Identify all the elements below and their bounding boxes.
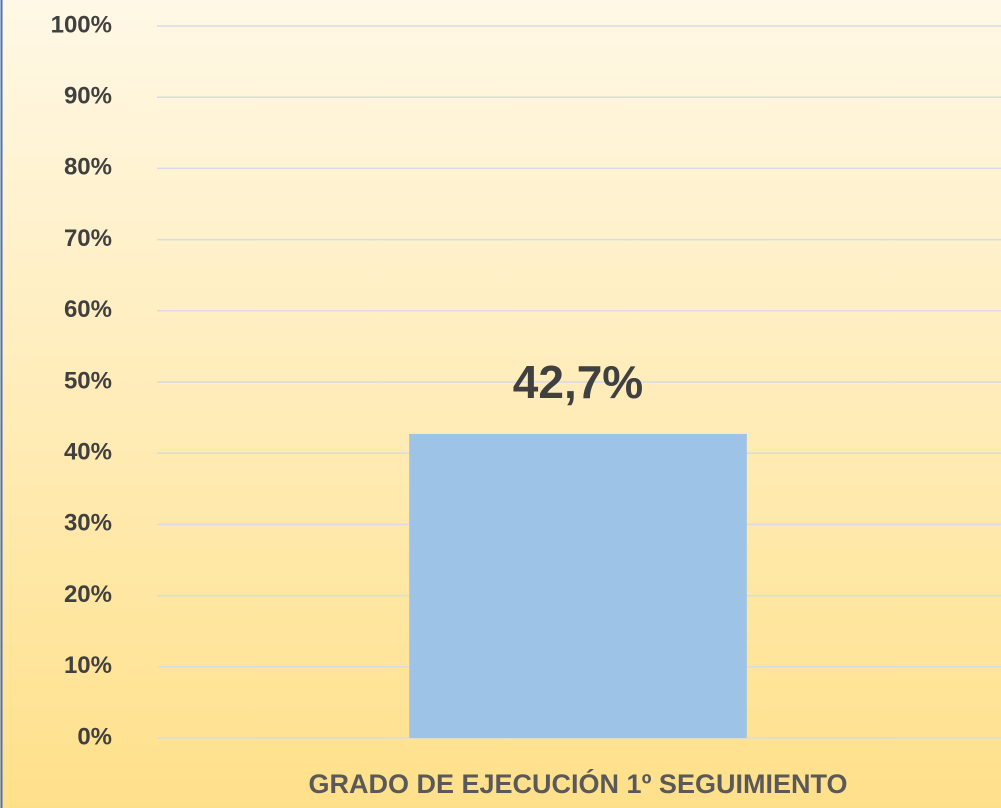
y-tick-label: 30%	[64, 510, 112, 537]
bar	[409, 433, 747, 738]
x-tick-label: GRADO DE EJECUCIÓN 1º SEGUIMIENTO	[309, 768, 848, 799]
y-tick-label: 90%	[64, 83, 112, 110]
data-label: 42,7%	[513, 356, 643, 408]
y-tick-label: 80%	[64, 154, 112, 181]
y-tick-label: 10%	[64, 652, 112, 679]
y-tick-label: 70%	[64, 225, 112, 252]
y-tick-label: 100%	[51, 11, 112, 38]
y-tick-label: 0%	[77, 723, 112, 750]
y-tick-label: 20%	[64, 581, 112, 608]
y-tick-label: 60%	[64, 296, 112, 323]
y-tick-label: 50%	[64, 367, 112, 394]
y-tick-label: 40%	[64, 439, 112, 466]
